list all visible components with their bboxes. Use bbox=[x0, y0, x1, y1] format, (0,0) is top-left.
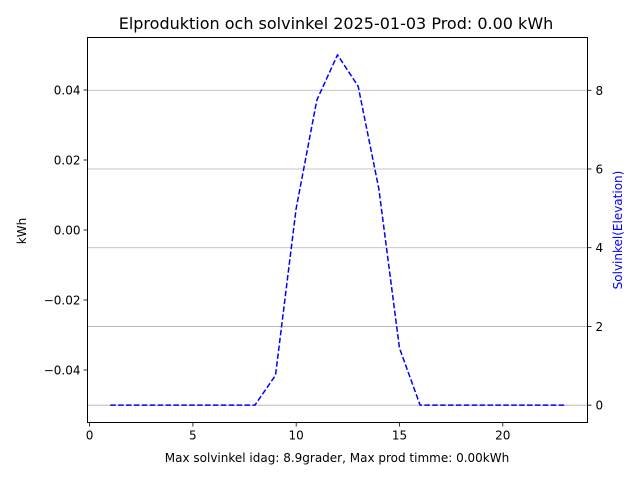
y-left-tick-label: 0.04 bbox=[54, 84, 81, 98]
y-axis-right-label: Solvinkel(Elevation) bbox=[611, 171, 625, 290]
y-right-tick-label: 0 bbox=[596, 399, 604, 413]
y-left-tick-label: 0.02 bbox=[54, 154, 81, 168]
grid-lines bbox=[87, 89, 588, 406]
x-axis-label: Max solvinkel idag: 8.9grader, Max prod … bbox=[165, 451, 509, 465]
y-axis-left: 0.04 0.02 0.00 −0.02 −0.04 bbox=[44, 84, 88, 378]
y-left-tick-label: −0.02 bbox=[44, 294, 81, 308]
y-right-tick-label: 2 bbox=[596, 320, 604, 334]
y-axis-left-label: kWh bbox=[15, 218, 29, 244]
x-axis: 0 5 10 15 20 bbox=[86, 422, 510, 443]
x-tick-label: 5 bbox=[189, 429, 197, 443]
y-left-tick-label: −0.04 bbox=[44, 364, 81, 378]
x-tick-label: 15 bbox=[392, 429, 407, 443]
y-right-tick-label: 6 bbox=[596, 162, 604, 176]
series-layer bbox=[110, 54, 565, 406]
x-tick-label: 0 bbox=[86, 429, 94, 443]
y-axis-right: 0 2 4 6 8 bbox=[587, 84, 604, 413]
x-tick-label: 20 bbox=[495, 429, 510, 443]
y-left-tick-label: 0.00 bbox=[54, 224, 81, 238]
plot-frame bbox=[87, 37, 588, 423]
x-tick-label: 10 bbox=[289, 429, 304, 443]
y-right-tick-label: 8 bbox=[596, 84, 604, 98]
y-right-tick-label: 4 bbox=[596, 241, 604, 255]
chart-title: Elproduktion och solvinkel 2025-01-03 Pr… bbox=[119, 14, 554, 33]
solvinkel-series-line bbox=[110, 54, 565, 406]
